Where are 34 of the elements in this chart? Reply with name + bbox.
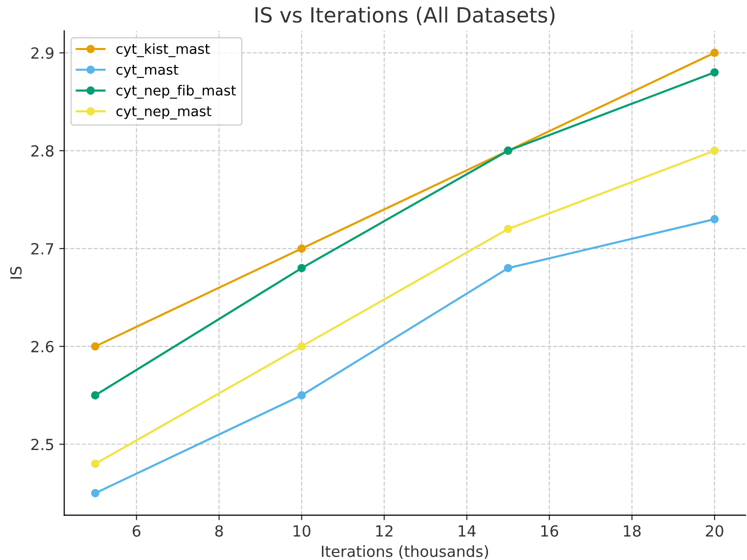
- x-tick-label: 8: [215, 525, 223, 537]
- point: [504, 264, 512, 272]
- y-axis-title: IS: [10, 266, 22, 279]
- point: [504, 224, 512, 234]
- x-tick-label: 6: [132, 525, 140, 537]
- x-tick-label: 20: [706, 525, 724, 537]
- legend-label: cyt_nep_fib_mast: [116, 84, 236, 99]
- point: [710, 68, 719, 77]
- y-tick-label: 2.6: [31, 340, 54, 352]
- x-axis-title: Iterations (thousands): [322, 545, 488, 559]
- point: [710, 48, 719, 57]
- chart-title: IS vs Iterations (All Datasets): [256, 6, 554, 26]
- x-tick-label: 14: [458, 525, 476, 537]
- y-tick-label: 2.8: [31, 145, 54, 157]
- point: [91, 489, 100, 498]
- y-tick-label: 2.7: [31, 243, 54, 254]
- x-tick-label: 16: [541, 525, 558, 537]
- point: [297, 244, 306, 253]
- point: [297, 342, 306, 351]
- point: [91, 391, 100, 400]
- y-tick-label: 2.5: [31, 438, 54, 450]
- y-tick-label: 2.9: [31, 47, 54, 59]
- point: [91, 460, 100, 468]
- point: [710, 215, 719, 224]
- point: [710, 146, 719, 155]
- legend-label: cyt_kist_mast: [116, 43, 210, 58]
- x-tick-label: 10: [294, 525, 310, 537]
- point: [297, 391, 306, 400]
- point: [297, 264, 306, 272]
- point: [91, 342, 100, 351]
- legend-label: cyt_mast: [116, 64, 178, 78]
- legend-label: cyt_nep_mast: [116, 106, 212, 120]
- x-tick-label: 12: [376, 525, 392, 537]
- x-tick-label: 18: [624, 525, 641, 537]
